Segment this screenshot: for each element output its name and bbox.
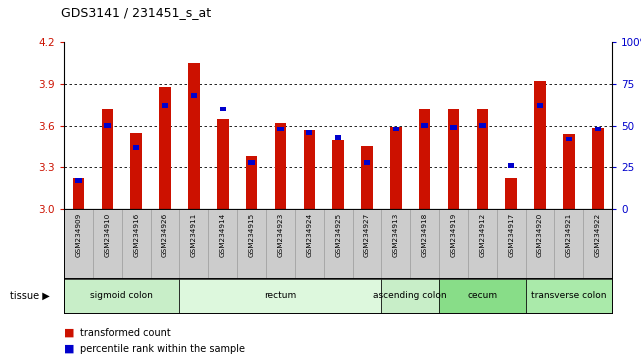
Text: GSM234911: GSM234911 xyxy=(191,212,197,257)
Bar xyxy=(274,123,286,209)
Bar xyxy=(595,127,601,131)
Bar xyxy=(131,133,142,209)
Bar xyxy=(133,145,139,150)
Text: transverse colon: transverse colon xyxy=(531,291,606,300)
Bar xyxy=(479,123,485,128)
Bar xyxy=(508,163,514,168)
Bar xyxy=(304,130,315,209)
Bar xyxy=(246,156,257,209)
Text: GSM234921: GSM234921 xyxy=(566,212,572,257)
Bar xyxy=(217,119,228,209)
Bar xyxy=(419,109,431,209)
Text: percentile rank within the sample: percentile rank within the sample xyxy=(80,344,245,354)
Bar xyxy=(534,81,545,209)
Bar xyxy=(179,279,381,313)
Bar xyxy=(335,135,341,139)
Bar xyxy=(249,160,254,165)
Text: GSM234922: GSM234922 xyxy=(595,212,601,257)
Bar xyxy=(537,103,543,108)
Text: GSM234912: GSM234912 xyxy=(479,212,485,257)
Text: tissue ▶: tissue ▶ xyxy=(10,291,49,301)
Bar xyxy=(439,279,526,313)
Text: ascending colon: ascending colon xyxy=(374,291,447,300)
Text: GSM234923: GSM234923 xyxy=(278,212,283,257)
Bar xyxy=(104,123,110,128)
Bar xyxy=(188,63,200,209)
Bar xyxy=(362,147,373,209)
Bar xyxy=(162,103,168,108)
Bar xyxy=(592,129,604,209)
Bar xyxy=(159,87,171,209)
Bar xyxy=(451,125,456,130)
Text: GSM234927: GSM234927 xyxy=(364,212,370,257)
Bar xyxy=(422,123,428,128)
Bar xyxy=(447,109,459,209)
Bar xyxy=(563,134,574,209)
Text: GSM234909: GSM234909 xyxy=(76,212,81,257)
Text: GSM234913: GSM234913 xyxy=(393,212,399,257)
Bar xyxy=(101,109,113,209)
Bar xyxy=(306,130,312,135)
Text: GSM234915: GSM234915 xyxy=(249,212,254,257)
Text: GSM234917: GSM234917 xyxy=(508,212,514,257)
Text: cecum: cecum xyxy=(467,291,497,300)
Text: GDS3141 / 231451_s_at: GDS3141 / 231451_s_at xyxy=(61,6,211,19)
Text: GSM234914: GSM234914 xyxy=(220,212,226,257)
Bar xyxy=(476,109,488,209)
Bar xyxy=(220,107,226,112)
Text: GSM234920: GSM234920 xyxy=(537,212,543,257)
Bar xyxy=(381,279,439,313)
Text: GSM234926: GSM234926 xyxy=(162,212,168,257)
Text: GSM234916: GSM234916 xyxy=(133,212,139,257)
Bar xyxy=(393,127,399,131)
Bar xyxy=(64,279,179,313)
Text: GSM234925: GSM234925 xyxy=(335,212,341,257)
Text: ■: ■ xyxy=(64,344,74,354)
Text: GSM234919: GSM234919 xyxy=(451,212,456,257)
Bar xyxy=(73,178,85,209)
Bar xyxy=(566,137,572,141)
Bar xyxy=(526,279,612,313)
Text: GSM234918: GSM234918 xyxy=(422,212,428,257)
Bar xyxy=(505,178,517,209)
Bar xyxy=(332,139,344,209)
Text: GSM234910: GSM234910 xyxy=(104,212,110,257)
Bar xyxy=(191,93,197,98)
Text: transformed count: transformed count xyxy=(80,328,171,338)
Text: ■: ■ xyxy=(64,328,74,338)
Text: GSM234924: GSM234924 xyxy=(306,212,312,257)
Bar xyxy=(390,127,401,209)
Bar xyxy=(76,178,81,183)
Text: rectum: rectum xyxy=(264,291,297,300)
Text: sigmoid colon: sigmoid colon xyxy=(90,291,153,300)
Bar xyxy=(364,160,370,165)
Bar xyxy=(278,127,283,131)
